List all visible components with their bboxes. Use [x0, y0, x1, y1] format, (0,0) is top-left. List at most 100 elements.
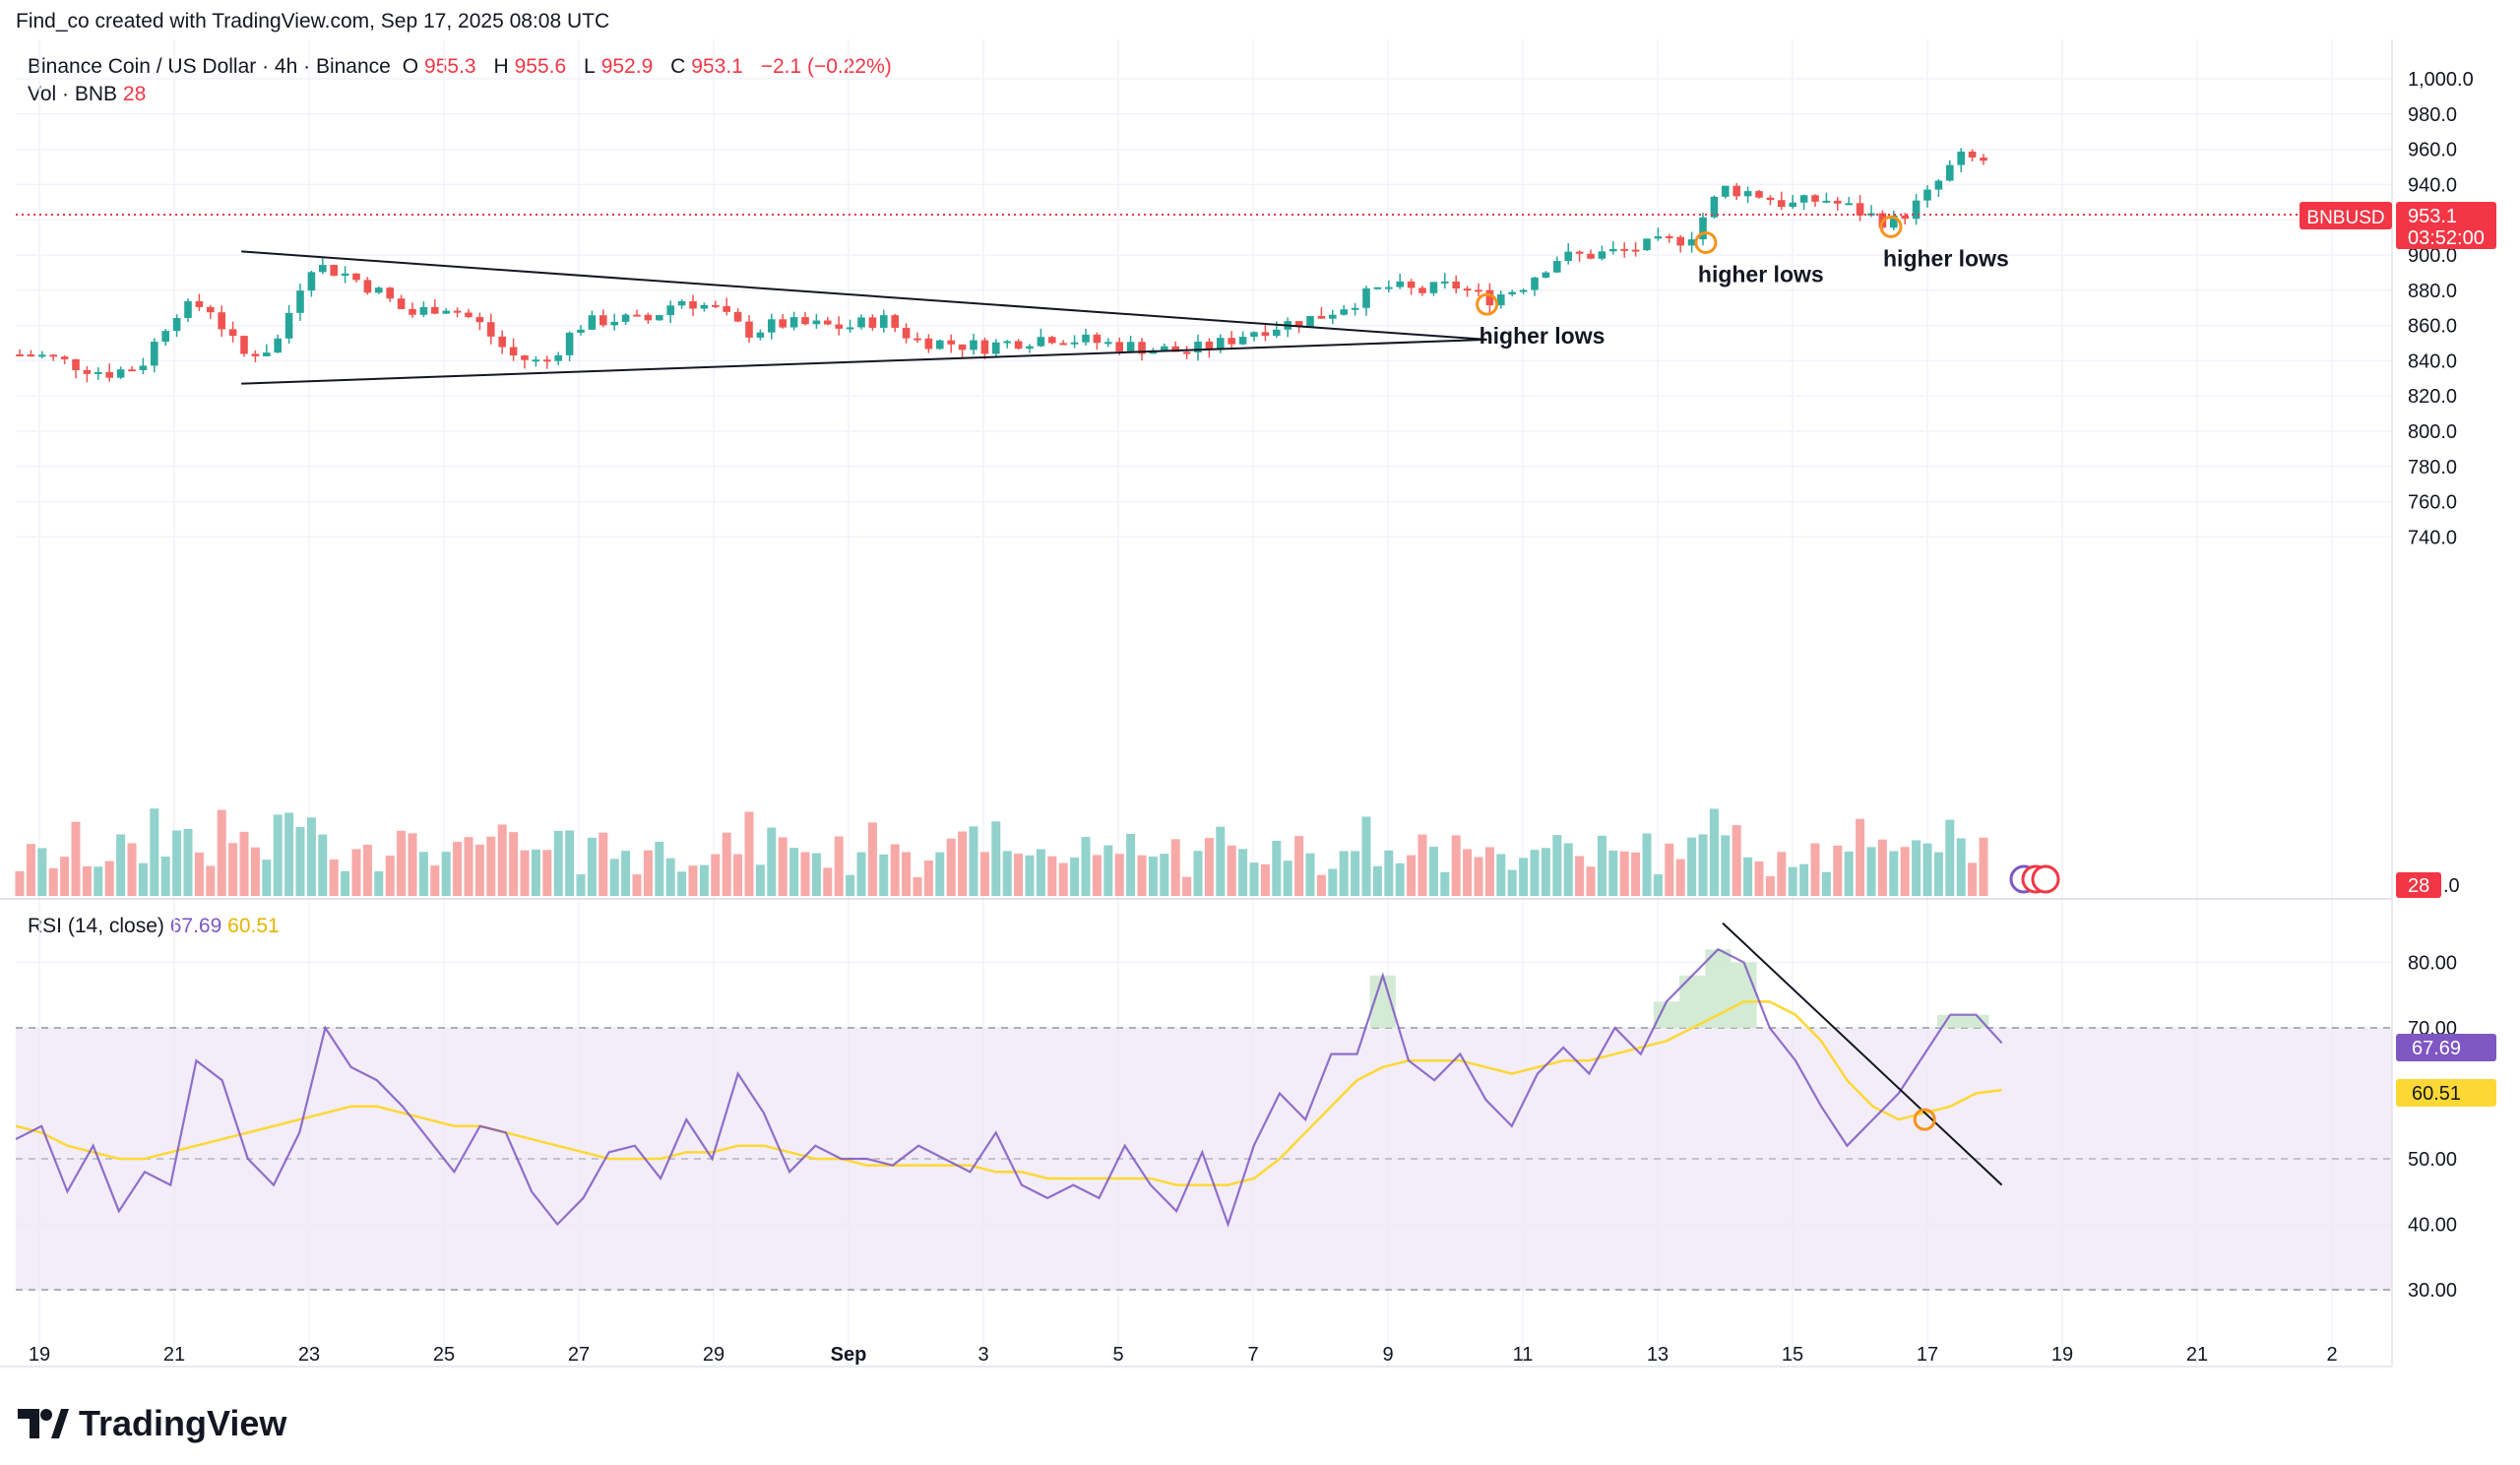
- candle-body: [195, 300, 204, 307]
- candle-body: [94, 371, 102, 374]
- volume-bar: [846, 874, 855, 896]
- candle-body: [228, 329, 237, 337]
- price-tick-label: 800.0: [2408, 421, 2457, 443]
- higher-low-marker-circle[interactable]: [1694, 230, 1718, 254]
- volume-bar: [1014, 854, 1024, 896]
- flag-icon[interactable]: [2031, 864, 2060, 894]
- candle-body: [1822, 200, 1831, 203]
- price-axis[interactable]: 1,000.0980.0960.0940.0920.0900.0880.0860…: [2408, 69, 2474, 548]
- symbol-tag-text: BNBUSD: [2306, 208, 2384, 228]
- volume-bar: [1463, 849, 1473, 896]
- volume-bar: [1114, 854, 1124, 896]
- volume-bar: [1765, 876, 1775, 896]
- candle-body: [633, 314, 641, 317]
- rsi-ma-value: 60.51: [227, 915, 280, 937]
- candle-body: [1429, 282, 1438, 293]
- time-axis[interactable]: 19 21 23 25 27 29 Sep 3 5 7 9 11 13 15 17 19 21 2: [29, 1344, 2338, 1366]
- volume-bar: [699, 864, 709, 896]
- candle-body: [1182, 351, 1191, 354]
- volume-bar: [1474, 857, 1483, 896]
- volume-bar: [1912, 840, 1922, 896]
- candle-body: [1250, 332, 1258, 338]
- candle-body: [1126, 342, 1135, 351]
- price-tick-label: 820.0: [2408, 386, 2457, 408]
- volume-bar: [1328, 868, 1338, 896]
- triangle-trendlines[interactable]: [241, 250, 1487, 385]
- volume-bar: [1182, 876, 1192, 896]
- candle-body: [207, 306, 215, 313]
- candle-body: [1531, 277, 1539, 290]
- candle-body: [296, 290, 304, 313]
- higher-low-markers[interactable]: higher lows higher lows higher lows: [1476, 215, 2009, 349]
- candle-body: [1957, 151, 1965, 165]
- candle-body: [1294, 321, 1303, 327]
- candle-body: [352, 273, 360, 281]
- volume-legend[interactable]: Vol · BNB 28: [28, 83, 146, 106]
- time-tick-label: 17: [1917, 1344, 1938, 1366]
- volume-bar: [1170, 839, 1180, 896]
- candle-body: [768, 319, 776, 333]
- volume-bar: [228, 843, 238, 896]
- candle-body: [1912, 200, 1921, 220]
- candle-body: [880, 315, 888, 328]
- economic-events-icons[interactable]: [2009, 864, 2060, 894]
- candle-body: [1161, 346, 1168, 350]
- candle-body: [128, 369, 136, 372]
- volume-bar: [1530, 850, 1540, 896]
- candle-body: [891, 315, 899, 328]
- volume-bar: [1856, 818, 1865, 896]
- volume-bar: [1844, 851, 1854, 896]
- volume-bar: [890, 844, 900, 896]
- volume-bar: [1922, 843, 1932, 896]
- candle-body: [1980, 157, 1987, 161]
- volume-bar: [273, 814, 283, 896]
- time-tick-label: 21: [2186, 1344, 2208, 1366]
- rsi-marker-circle[interactable]: [1913, 1108, 1936, 1131]
- volume-tag-suffix: .0: [2443, 875, 2460, 897]
- candle-body: [733, 311, 742, 322]
- volume-bar: [172, 830, 182, 896]
- volume-bar: [453, 842, 463, 896]
- tradingview-brand[interactable]: TradingView: [18, 1403, 286, 1444]
- volume-bar: [1496, 854, 1506, 896]
- volume-bar: [1799, 863, 1809, 896]
- candle-body: [1407, 281, 1416, 288]
- volume-bar: [183, 828, 193, 896]
- rsi-legend[interactable]: RSI (14, close) 67.69 60.51: [28, 915, 280, 938]
- candle-body: [1452, 281, 1460, 289]
- higher-low-marker-circle[interactable]: [1879, 215, 1903, 238]
- volume-bar: [509, 832, 519, 896]
- volume-bar: [665, 858, 675, 896]
- candle-body: [902, 327, 911, 339]
- triangle-upper-line[interactable]: [241, 250, 1487, 341]
- volume-bar: [1933, 852, 1943, 896]
- candle-body: [274, 338, 282, 353]
- volume-bar: [1047, 856, 1057, 896]
- candle-body: [970, 340, 977, 350]
- volume-bar: [1160, 854, 1169, 896]
- symbol-legend[interactable]: Binance Coin / US Dollar · 4h · Binance …: [28, 55, 898, 79]
- low-label: L: [584, 55, 596, 78]
- volume-bar: [576, 874, 586, 896]
- price-tick-label: 760.0: [2408, 492, 2457, 514]
- volume-bar: [856, 852, 866, 896]
- candle-body: [1923, 189, 1931, 201]
- volume-bar: [284, 812, 294, 896]
- rsi-trendline[interactable]: [1722, 922, 2003, 1186]
- volume-bar: [979, 852, 989, 896]
- candle-body: [1003, 341, 1011, 344]
- candle-body: [151, 342, 158, 366]
- candle-body: [1138, 342, 1146, 354]
- candle-body: [487, 322, 495, 337]
- volume-bar: [553, 830, 563, 896]
- triangle-lower-line[interactable]: [241, 338, 1487, 385]
- higher-low-marker-circle[interactable]: [1476, 292, 1499, 316]
- volume-bar: [1721, 835, 1731, 896]
- higher-lows-label: higher lows: [1698, 261, 1824, 287]
- candle-body: [1732, 185, 1740, 197]
- volume-bar: [441, 852, 451, 896]
- candle-body: [656, 315, 663, 321]
- volume-label: Vol · BNB: [28, 83, 118, 105]
